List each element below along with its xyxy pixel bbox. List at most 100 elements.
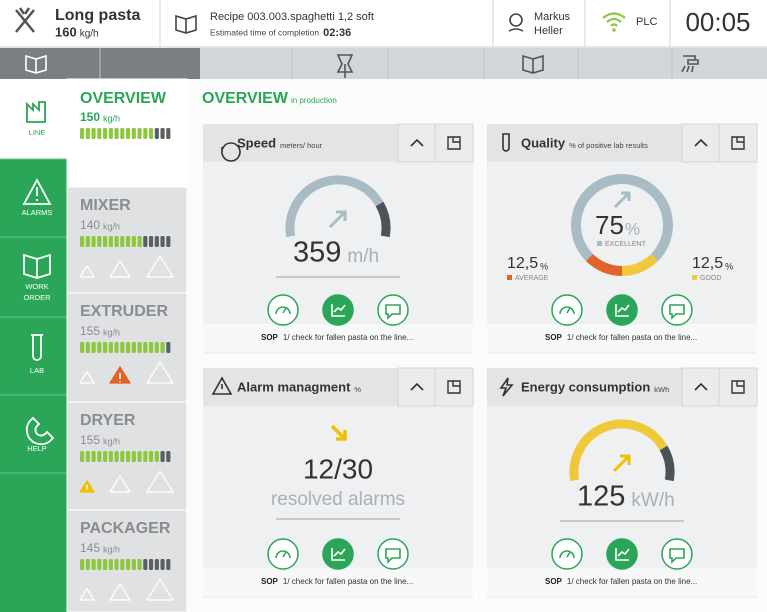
nav-item[interactable] — [0, 395, 67, 473]
station-rate: 155 — [80, 433, 100, 447]
ratio-arrow — [330, 424, 347, 441]
nav-icon[interactable] — [22, 178, 52, 205]
action-button[interactable] — [322, 538, 354, 570]
action-button[interactable] — [661, 294, 693, 326]
expand-icon[interactable] — [447, 136, 461, 150]
level-segment — [103, 128, 108, 139]
nav-icon[interactable] — [31, 334, 43, 361]
expand-button[interactable] — [718, 367, 758, 407]
expand-button[interactable] — [434, 123, 474, 163]
collapse-icon[interactable] — [410, 382, 424, 391]
header-bar — [0, 0, 767, 47]
level-segment — [103, 236, 108, 247]
nav-active[interactable] — [0, 79, 67, 159]
level-segment — [143, 559, 148, 570]
side-label: AVERAGE — [515, 275, 549, 282]
station-name: EXTRUDER — [80, 303, 168, 320]
level-segment — [143, 128, 148, 139]
expand-button[interactable] — [718, 123, 758, 163]
action-button[interactable] — [606, 294, 638, 326]
main-title: OVERVIEW — [202, 90, 289, 107]
action-button[interactable] — [267, 294, 299, 326]
recipe-icon — [175, 14, 197, 34]
sop-label: SOP — [261, 577, 279, 586]
product-unit: kg/h — [80, 29, 99, 40]
action-button[interactable] — [322, 294, 354, 326]
action-icon[interactable] — [669, 304, 685, 320]
donut-arrow — [613, 191, 631, 209]
sop-text: 1/ check for fallen pasta on the line... — [567, 577, 697, 586]
action-icon[interactable] — [559, 550, 575, 559]
collapse-icon[interactable] — [694, 382, 708, 391]
collapse-icon[interactable] — [694, 138, 708, 147]
toolbar-icon[interactable] — [681, 55, 699, 73]
nav-label: WORK — [25, 282, 48, 291]
toolbar-icon[interactable] — [25, 54, 47, 74]
action-icon[interactable] — [331, 304, 346, 317]
product-name: Long pasta — [55, 7, 140, 24]
nav-icon[interactable] — [25, 416, 55, 446]
level-segment — [91, 128, 96, 139]
legend-swatch — [692, 275, 697, 280]
action-icon[interactable] — [385, 304, 401, 320]
nav-label: ALARMS — [22, 208, 53, 217]
level-segment — [114, 128, 119, 139]
expand-icon[interactable] — [731, 380, 745, 394]
gauge-unit: m/h — [347, 246, 379, 267]
action-icon[interactable] — [275, 306, 291, 315]
action-button[interactable] — [661, 538, 693, 570]
level-segment — [97, 342, 102, 353]
card-unit: meters/ hour — [280, 141, 323, 150]
collapse-icon[interactable] — [410, 138, 424, 147]
collapse-button[interactable] — [681, 367, 720, 407]
user-first-name: Markus — [534, 11, 571, 23]
nav-item[interactable] — [0, 79, 67, 159]
level-segment — [120, 451, 125, 462]
level-segment — [137, 342, 142, 353]
toolbar-icon[interactable] — [522, 54, 544, 74]
station-unit: kg/h — [103, 327, 120, 337]
action-button[interactable] — [377, 538, 409, 570]
level-segment — [126, 128, 131, 139]
action-icon[interactable] — [331, 548, 346, 561]
level-segment — [80, 342, 85, 353]
gauge-arrow — [328, 210, 347, 229]
action-icon[interactable] — [559, 306, 575, 315]
product-rate: 160 — [55, 24, 77, 39]
toolbar-icon[interactable] — [336, 54, 354, 78]
wifi-icon — [602, 12, 626, 27]
collapse-button[interactable] — [681, 123, 720, 163]
level-segment — [166, 342, 171, 353]
action-icon[interactable] — [615, 548, 630, 561]
action-icon[interactable] — [275, 550, 291, 559]
action-button[interactable] — [551, 538, 583, 570]
expand-icon[interactable] — [447, 380, 461, 394]
level-segment — [120, 342, 125, 353]
action-icon[interactable] — [615, 304, 630, 317]
level-segment — [108, 342, 113, 353]
level-segment — [85, 559, 90, 570]
action-button[interactable] — [551, 294, 583, 326]
gauge-arc — [285, 175, 384, 238]
status-triangle — [79, 371, 95, 384]
action-button[interactable] — [267, 538, 299, 570]
level-segment — [85, 236, 90, 247]
estimate-label: Estimated time of completion — [210, 27, 319, 37]
collapse-button[interactable] — [397, 367, 436, 407]
action-button[interactable] — [377, 294, 409, 326]
action-icon[interactable] — [669, 548, 685, 564]
level-segment — [137, 128, 142, 139]
action-icon[interactable] — [385, 548, 401, 564]
card-unit: % of positive lab results — [569, 141, 648, 150]
level-segment — [166, 559, 171, 570]
expand-icon[interactable] — [731, 136, 745, 150]
nav-item[interactable] — [0, 159, 67, 237]
nav-icon[interactable] — [26, 101, 46, 123]
expand-button[interactable] — [434, 367, 474, 407]
action-button[interactable] — [606, 538, 638, 570]
status-triangle — [109, 260, 131, 278]
level-segment — [131, 236, 136, 247]
collapse-button[interactable] — [397, 123, 436, 163]
nav-icon[interactable] — [23, 253, 51, 279]
level-segment — [85, 128, 90, 139]
